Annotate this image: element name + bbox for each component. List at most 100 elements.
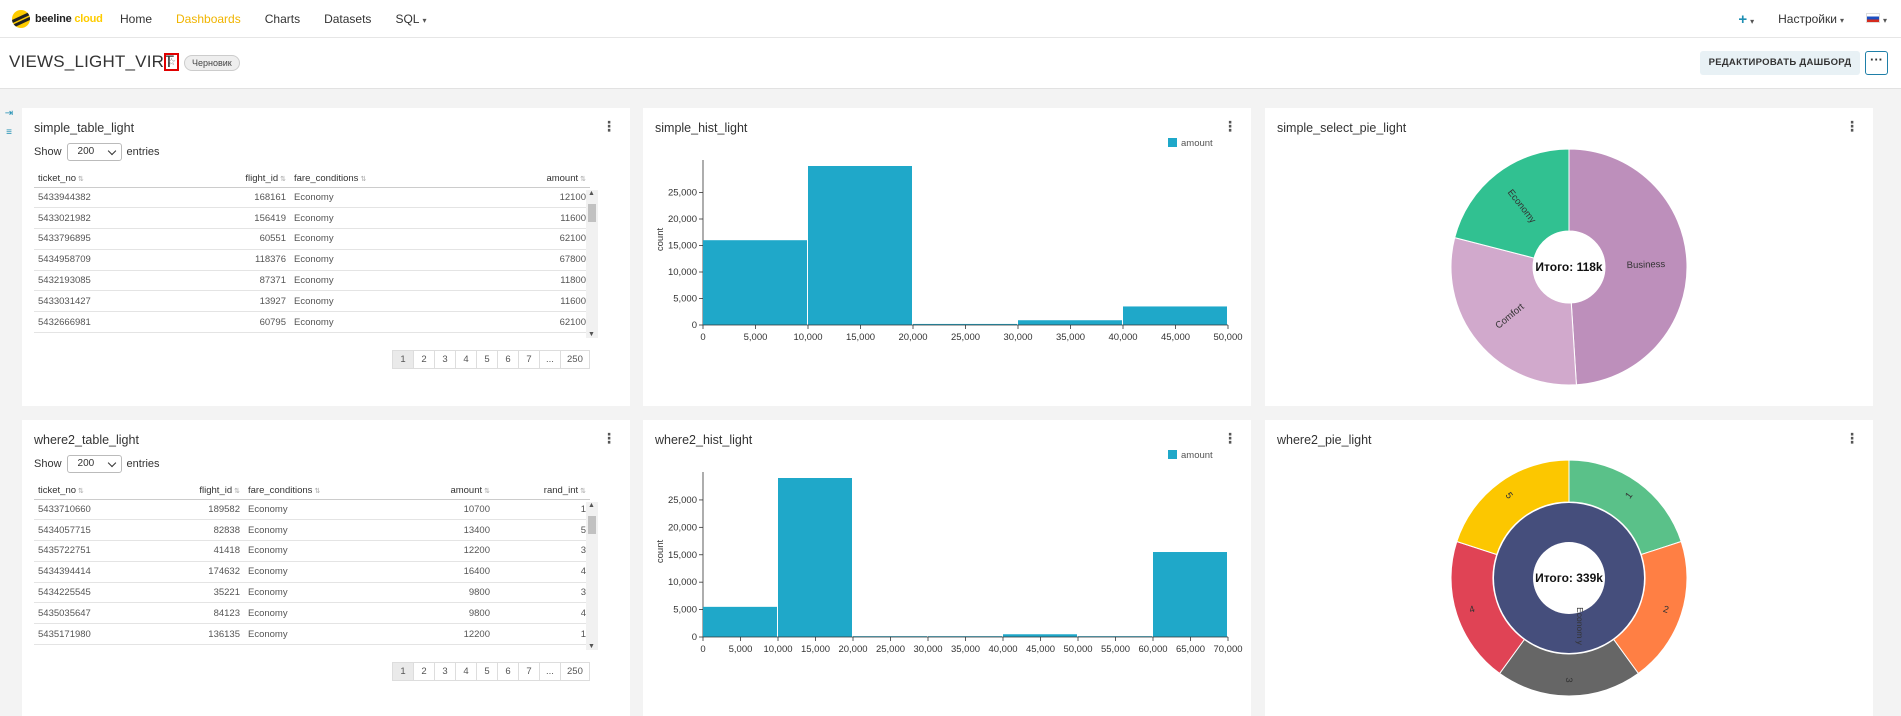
donut-center-label: Итого: 339k: [1535, 571, 1603, 585]
page-button[interactable]: 3: [434, 350, 456, 369]
table-cell: 5432666981: [34, 311, 162, 334]
column-header[interactable]: ticket_no ⇅: [34, 482, 138, 500]
column-header[interactable]: fare_conditions ⇅: [290, 170, 390, 188]
table-cell: 5435171980: [34, 623, 138, 646]
nav-right: + ▾ Настройки ▾ ▾: [1738, 0, 1887, 38]
panel-menu-icon[interactable]: ⋮: [602, 430, 616, 446]
scroll-up-icon[interactable]: ▲: [588, 190, 595, 197]
page-button[interactable]: 6: [497, 662, 519, 681]
page-button[interactable]: 1: [392, 350, 414, 369]
panel-menu-icon[interactable]: ⋮: [1223, 430, 1237, 446]
panel-menu-icon[interactable]: ⋮: [1845, 118, 1859, 134]
table-row[interactable]: 5434958709 118376 Economy 67800: [34, 249, 590, 271]
chevron-down-icon: ▾: [1839, 16, 1844, 25]
status-badge[interactable]: Черновик: [184, 55, 240, 71]
nav-datasets[interactable]: Datasets: [324, 12, 372, 26]
table-row[interactable]: 5433710660 189582 Economy 10700 1: [34, 499, 590, 521]
settings-menu[interactable]: Настройки ▾: [1778, 12, 1844, 26]
panel-title: simple_select_pie_light: [1277, 121, 1407, 135]
table-header-row: ticket_no ⇅ flight_id ⇅ fare_conditions ⇅ a…: [34, 170, 590, 188]
page-button[interactable]: 4: [455, 350, 477, 369]
filter-icon[interactable]: ≡: [6, 127, 12, 138]
legend-swatch: [1168, 138, 1177, 147]
table-row[interactable]: 5433796895 60551 Economy 62100: [34, 228, 590, 250]
table-row[interactable]: 5433031427 13927 Economy 11600: [34, 290, 590, 313]
page-button[interactable]: 3: [434, 662, 456, 681]
favorite-star-icon[interactable]: ☆: [164, 53, 179, 71]
scroll-down-icon[interactable]: ▼: [588, 331, 595, 338]
dashboard-title[interactable]: VIEWS_LIGHT_VIRT: [9, 52, 175, 71]
page-size-select[interactable]: 200: [66, 455, 122, 473]
x-tick-label: 50,000: [1063, 644, 1092, 655]
new-menu[interactable]: + ▾: [1738, 11, 1754, 28]
scroll-down-icon[interactable]: ▼: [588, 643, 595, 650]
page-button[interactable]: 250: [560, 350, 590, 369]
page-button[interactable]: 7: [518, 662, 540, 681]
panel-simple-select-pie-light: simple_select_pie_light ⋮ Business Comfor…: [1265, 108, 1873, 406]
table-row[interactable]: 5432666981 60795 Economy 62100: [34, 311, 590, 334]
more-options-button[interactable]: ···: [1865, 51, 1888, 75]
nav-home[interactable]: Home: [120, 12, 153, 26]
table-cell: 4: [494, 602, 590, 625]
table-cell: 5432193085: [34, 270, 162, 292]
page-button[interactable]: 6: [497, 350, 519, 369]
table-row[interactable]: 5434394414 174632 Economy 16400 4: [34, 561, 590, 583]
table-scrollbar[interactable]: ▲ ▼: [586, 502, 598, 650]
table-cell: 118376: [162, 249, 290, 271]
table-row[interactable]: 5435171980 136135 Economy 12200 1: [34, 623, 590, 646]
panel-menu-icon[interactable]: ⋮: [1845, 430, 1859, 446]
chevron-down-icon: ▾: [1750, 16, 1755, 26]
page-button[interactable]: 5: [476, 662, 498, 681]
page-button[interactable]: 5: [476, 350, 498, 369]
expand-filters-icon[interactable]: ⇥: [4, 108, 14, 119]
donut-hole: [1533, 231, 1605, 303]
table-cell: 5434394414: [34, 561, 138, 583]
nav-sql[interactable]: SQL ▾: [395, 12, 426, 26]
column-header[interactable]: flight_id ⇅: [162, 170, 290, 188]
page-button[interactable]: 250: [560, 662, 590, 681]
table-cell: 3: [494, 540, 590, 562]
table-row[interactable]: 5433021982 156419 Economy 11600: [34, 207, 590, 230]
logo[interactable]: beeline cloud: [12, 10, 103, 28]
page-size-select[interactable]: 200: [66, 143, 122, 161]
column-header[interactable]: fare_conditions ⇅: [244, 482, 334, 500]
table-cell: 11600: [390, 207, 590, 230]
column-header[interactable]: ticket_no ⇅: [34, 170, 162, 188]
nav-dashboards[interactable]: Dashboards: [176, 12, 241, 26]
x-tick-label: 0: [700, 332, 705, 343]
table-cell: Economy: [290, 270, 390, 292]
table-row[interactable]: 5432193085 87371 Economy 11800: [34, 270, 590, 292]
legend-label: amount: [1181, 138, 1213, 149]
table-cell: 1: [494, 623, 590, 646]
table-cell: 9800: [334, 582, 494, 604]
column-header[interactable]: flight_id ⇅: [138, 482, 244, 500]
y-tick-label: 15,000: [668, 241, 697, 252]
panel-menu-icon[interactable]: ⋮: [1223, 118, 1237, 134]
table-row[interactable]: 5434225545 35221 Economy 9800 3: [34, 582, 590, 604]
table-cell: 3: [494, 582, 590, 604]
table-row[interactable]: 5435722751 41418 Economy 12200 3: [34, 540, 590, 562]
panel-menu-icon[interactable]: ⋮: [602, 118, 616, 134]
scroll-thumb[interactable]: [588, 516, 596, 534]
page-button[interactable]: 7: [518, 350, 540, 369]
table-row[interactable]: 5433944382 168161 Economy 12100: [34, 187, 590, 209]
page-button[interactable]: 2: [413, 662, 435, 681]
table-row[interactable]: 5434057715 82838 Economy 13400 5: [34, 519, 590, 542]
x-tick-label: 70,000: [1213, 644, 1242, 655]
histogram-bar: [1078, 636, 1152, 637]
page-button[interactable]: 4: [455, 662, 477, 681]
table-row[interactable]: 5435035647 84123 Economy 9800 4: [34, 602, 590, 625]
language-menu[interactable]: ▾: [1865, 12, 1887, 26]
column-header[interactable]: rand_int ⇅: [494, 482, 590, 500]
table-scrollbar[interactable]: ▲ ▼: [586, 190, 598, 338]
column-header[interactable]: amount ⇅: [334, 482, 494, 500]
page-button[interactable]: 1: [392, 662, 414, 681]
nav-charts[interactable]: Charts: [264, 12, 301, 26]
scroll-up-icon[interactable]: ▲: [588, 502, 595, 509]
edit-dashboard-button[interactable]: РЕДАКТИРОВАТЬ ДАШБОРД: [1700, 51, 1860, 75]
table-cell: 60551: [162, 228, 290, 250]
page-button[interactable]: 2: [413, 350, 435, 369]
table-cell: 4: [494, 561, 590, 583]
column-header[interactable]: amount ⇅: [390, 170, 590, 188]
scroll-thumb[interactable]: [588, 204, 596, 222]
